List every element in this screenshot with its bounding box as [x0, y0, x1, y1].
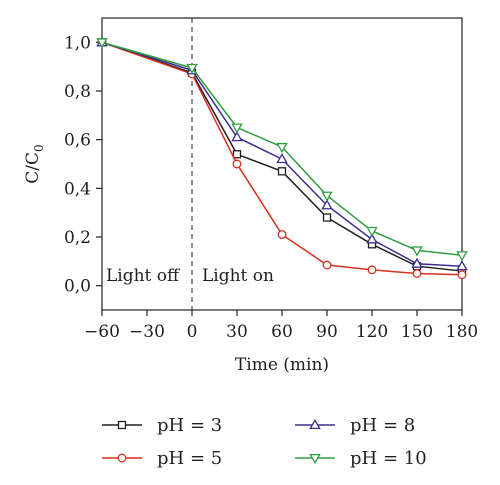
series-layer	[96, 36, 468, 280]
x-axis-title: Time (min)	[235, 355, 329, 375]
data-point	[321, 191, 333, 202]
legend-marker	[309, 418, 321, 430]
y-axis: 0,0 0,2 0,4 0,6 0,8 1,0	[64, 33, 102, 297]
data-point	[366, 226, 378, 238]
legend-label: pH = 3	[157, 415, 222, 436]
x-tick-label: −30	[129, 322, 165, 342]
data-point	[96, 38, 108, 49]
x-tick-label: 60	[271, 322, 293, 342]
data-point	[367, 265, 377, 275]
y-axis-title: C/C0	[23, 144, 46, 183]
y-axis-title-main: C/C	[23, 152, 43, 184]
data-point	[322, 213, 332, 222]
y-axis-title-sub: 0	[32, 144, 46, 152]
annotation-light-off: Light off	[106, 266, 181, 286]
data-point	[412, 269, 422, 278]
x-tick-label: 180	[446, 322, 478, 342]
x-tick-label: 150	[401, 322, 433, 342]
legend-label: pH = 10	[350, 448, 427, 469]
data-point	[186, 63, 198, 75]
data-point	[321, 199, 333, 210]
series-line	[101, 41, 463, 272]
y-tick-label: 1,0	[64, 33, 91, 53]
legend-marker	[117, 453, 127, 463]
data-point	[366, 233, 378, 244]
legend-item: pH = 3	[102, 415, 222, 436]
y-tick-label: 0,8	[64, 82, 91, 102]
legend-item: pH = 8	[295, 415, 415, 436]
annotation-light-on: Light on	[202, 266, 274, 286]
data-point	[456, 251, 468, 262]
data-point	[277, 167, 287, 176]
data-point	[411, 246, 423, 257]
data-point	[276, 153, 288, 164]
x-tick-label: 30	[226, 322, 248, 342]
y-tick-label: 0,0	[64, 277, 91, 297]
series-line	[101, 41, 463, 276]
x-tick-label: 0	[187, 322, 198, 342]
legend-item: pH = 10	[295, 448, 427, 469]
x-tick-label: −60	[84, 322, 120, 342]
data-point	[231, 123, 243, 134]
series-line	[101, 41, 463, 267]
data-point	[232, 150, 242, 159]
data-point	[232, 159, 242, 169]
x-tick-label: 90	[316, 322, 338, 342]
legend-marker	[117, 420, 127, 430]
legend-marker	[309, 453, 321, 465]
y-tick-label: 0,2	[64, 228, 91, 248]
data-point	[322, 260, 332, 270]
data-point	[411, 257, 423, 268]
legend-label: pH = 8	[350, 415, 415, 436]
data-point	[277, 230, 287, 240]
x-axis: −60 −30 0 30 60 90 120 150 180	[84, 310, 478, 342]
y-tick-label: 0,6	[64, 131, 91, 151]
data-point	[457, 270, 467, 280]
x-tick-label: 120	[356, 322, 388, 342]
series-line	[101, 41, 463, 256]
data-point	[231, 131, 243, 142]
data-point	[276, 142, 288, 154]
data-point	[456, 260, 468, 271]
legend: pH = 3 pH = 5 pH = 8 pH = 10	[102, 415, 427, 469]
series-4	[96, 38, 468, 262]
legend-label: pH = 5	[157, 448, 222, 469]
legend-item: pH = 5	[102, 448, 222, 469]
y-tick-label: 0,4	[64, 179, 91, 199]
